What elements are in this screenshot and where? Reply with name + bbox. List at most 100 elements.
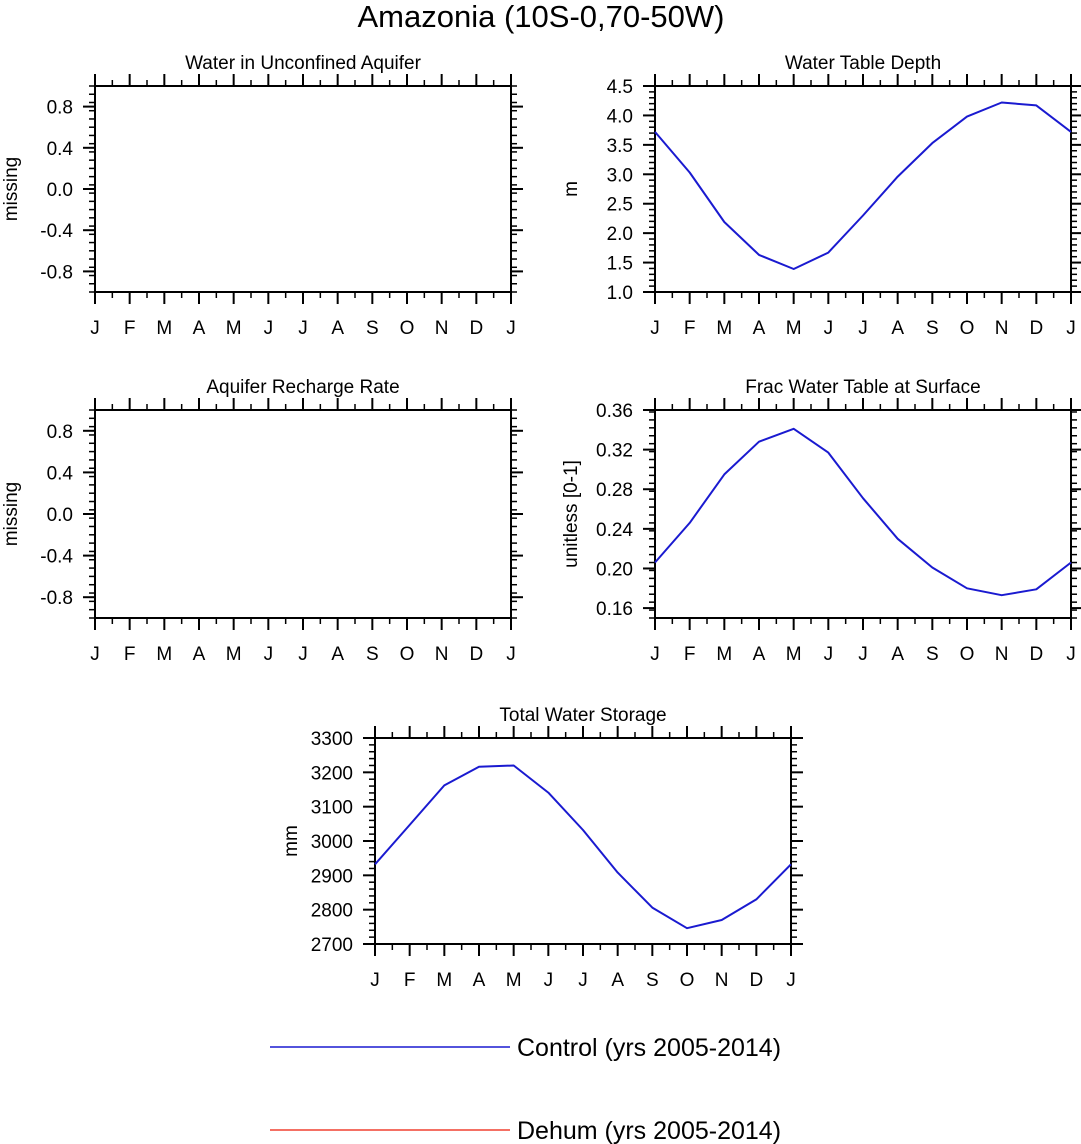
y-tick-label: 4.0	[607, 106, 633, 127]
y-tick-label: 2.0	[607, 224, 633, 245]
y-axis-label: mm	[281, 825, 302, 857]
x-tick-label: M	[226, 644, 242, 665]
x-tick-label: J	[370, 970, 380, 991]
legend-label-control: Control (yrs 2005-2014)	[517, 1034, 781, 1062]
x-tick-label: A	[891, 644, 904, 665]
x-tick-label: A	[891, 318, 904, 339]
y-tick-label: 2700	[311, 935, 353, 956]
x-tick-label: J	[858, 644, 868, 665]
y-tick-label: 0.0	[47, 505, 73, 526]
panel-title: Water in Unconfined Aquifer	[185, 53, 422, 74]
x-tick-label: F	[684, 644, 696, 665]
x-tick-label: J	[650, 318, 660, 339]
x-tick-label: J	[858, 318, 868, 339]
series-line-control	[654, 101, 1072, 270]
panel-title: Aquifer Recharge Rate	[206, 377, 399, 398]
x-tick-label: D	[749, 970, 763, 991]
y-tick-label: 3.0	[607, 165, 633, 186]
legend: Control (yrs 2005-2014) Dehum (yrs 2005-…	[270, 1034, 781, 1144]
y-tick-label: 3300	[311, 729, 353, 750]
x-tick-label: J	[506, 644, 516, 665]
plot-frame	[654, 85, 1072, 293]
panel-title: Frac Water Table at Surface	[745, 377, 981, 398]
x-tick-label: J	[264, 644, 274, 665]
x-tick-label: O	[680, 970, 695, 991]
x-tick-label: M	[786, 318, 802, 339]
x-tick-label: N	[435, 318, 449, 339]
x-tick-label: J	[1066, 318, 1076, 339]
y-tick-label: 1.0	[607, 283, 633, 304]
x-tick-label: F	[124, 318, 136, 339]
y-tick-label: 0.4	[47, 463, 74, 484]
x-tick-label: J	[90, 318, 100, 339]
y-tick-label: 0.8	[47, 98, 73, 119]
y-tick-label: 0.4	[47, 139, 74, 160]
x-tick-label: J	[786, 970, 796, 991]
x-tick-label: S	[926, 644, 939, 665]
y-tick-label: 0.20	[596, 559, 633, 580]
series-line-control	[654, 427, 1072, 597]
y-tick-label: 0.32	[596, 441, 633, 462]
y-tick-label: 3100	[311, 798, 353, 819]
x-tick-label: D	[1029, 318, 1043, 339]
y-tick-label: 0.8	[47, 422, 73, 443]
y-axis-label: missing	[1, 157, 22, 221]
x-tick-label: N	[715, 970, 729, 991]
y-tick-label: 3200	[311, 763, 353, 784]
x-tick-label: A	[331, 318, 344, 339]
y-tick-label: 4.5	[607, 77, 633, 98]
x-tick-label: D	[469, 318, 483, 339]
plot-frame	[94, 85, 512, 293]
y-tick-label: 2.5	[607, 195, 633, 216]
x-tick-label: S	[366, 318, 379, 339]
x-tick-label: O	[400, 318, 415, 339]
y-tick-label: -0.4	[40, 221, 73, 242]
x-tick-label: N	[995, 644, 1009, 665]
y-tick-label: 0.28	[596, 480, 633, 501]
panel-title: Water Table Depth	[785, 53, 941, 74]
x-tick-label: M	[226, 318, 242, 339]
x-tick-label: A	[753, 318, 766, 339]
x-tick-label: D	[469, 644, 483, 665]
y-axis-label: missing	[1, 482, 22, 546]
x-tick-label: D	[1029, 644, 1043, 665]
x-tick-label: S	[366, 644, 379, 665]
x-tick-label: J	[1066, 644, 1076, 665]
x-tick-label: A	[331, 644, 344, 665]
y-tick-label: 1.5	[607, 254, 633, 275]
x-tick-label: J	[90, 644, 100, 665]
plot-frame	[94, 409, 512, 619]
x-tick-label: M	[436, 970, 452, 991]
x-tick-label: A	[611, 970, 624, 991]
y-axis-label: unitless [0-1]	[561, 460, 582, 568]
x-tick-label: O	[400, 644, 415, 665]
y-tick-label: 2900	[311, 866, 353, 887]
x-tick-label: J	[578, 970, 588, 991]
series-line-control	[374, 764, 792, 930]
panel-frac-water-table: Frac Water Table at Surface unitless [0-1…	[561, 377, 1081, 665]
x-tick-label: M	[156, 644, 172, 665]
x-tick-label: S	[926, 318, 939, 339]
panel-title: Total Water Storage	[499, 705, 666, 726]
x-tick-label: F	[404, 970, 416, 991]
y-tick-label: 2800	[311, 901, 353, 922]
y-tick-label: -0.4	[40, 547, 73, 568]
x-tick-label: F	[124, 644, 136, 665]
x-tick-label: M	[156, 318, 172, 339]
x-tick-label: N	[435, 644, 449, 665]
y-tick-label: 0.24	[596, 520, 633, 541]
x-tick-label: N	[995, 318, 1009, 339]
x-tick-label: A	[473, 970, 486, 991]
legend-label-dehum: Dehum (yrs 2005-2014)	[517, 1117, 781, 1144]
x-tick-label: J	[264, 318, 274, 339]
x-tick-label: J	[650, 644, 660, 665]
x-tick-label: J	[824, 318, 834, 339]
plot-frame	[374, 737, 792, 945]
y-axis-label: m	[561, 181, 582, 197]
